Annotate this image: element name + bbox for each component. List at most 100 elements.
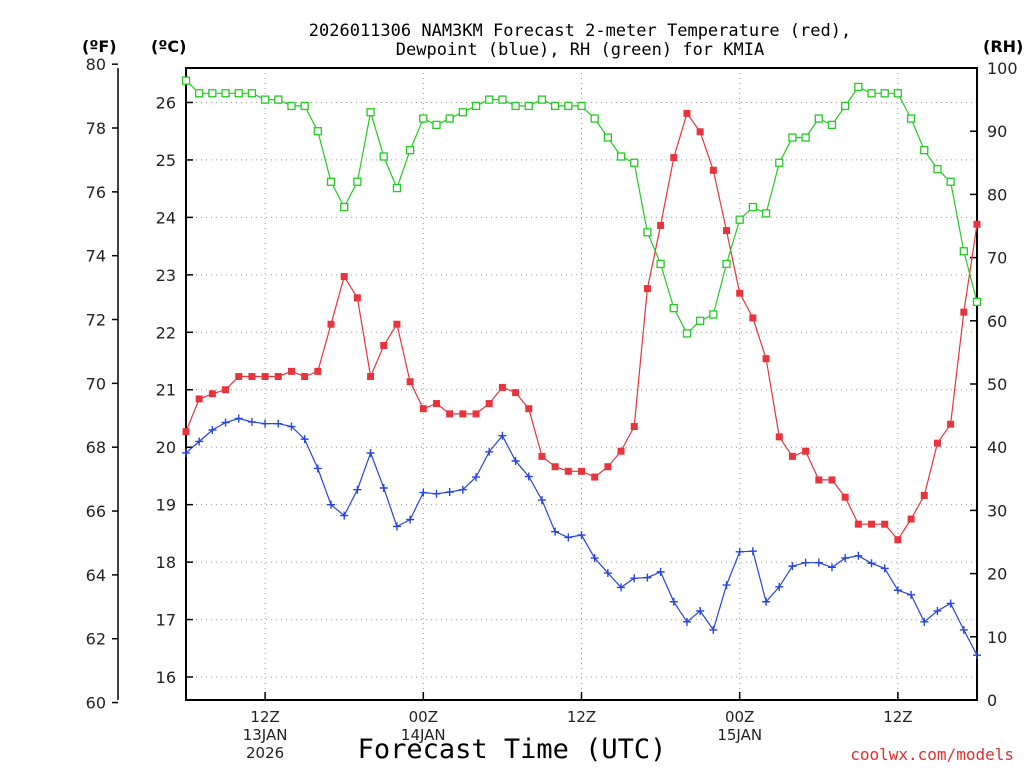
temperature-point: [459, 410, 467, 418]
dewpoint-point: [762, 597, 771, 606]
celsius-tick-label: 25: [156, 151, 176, 170]
time-tick-label: 12Z: [567, 708, 596, 726]
celsius-tick-label: 23: [156, 266, 176, 285]
temperature-point: [894, 536, 902, 544]
temperature-point: [960, 308, 968, 316]
dewpoint-point: [274, 419, 283, 428]
rh-tick-label: 90: [987, 122, 1007, 141]
chart-title-line1: 2026011306 NAM3KM Forecast 2-meter Tempe…: [309, 21, 851, 41]
dewpoint-point: [340, 511, 349, 520]
temperature-point: [947, 420, 955, 428]
dewpoint-point: [524, 472, 533, 481]
dewpoint-point: [814, 558, 823, 567]
dewpoint-point: [682, 617, 691, 626]
temperature-point: [261, 373, 269, 381]
rh-point: [854, 82, 863, 92]
dewpoint-point: [841, 554, 850, 563]
dewpoint-point: [182, 448, 190, 457]
rh-point: [471, 101, 481, 111]
rh-tick-label: 60: [987, 312, 1007, 331]
rh-point: [498, 95, 507, 104]
dewpoint-point: [590, 554, 599, 563]
rh-point: [972, 297, 982, 306]
temperature-point: [301, 373, 309, 381]
rh-point: [814, 114, 823, 123]
celsius-tick-label: 21: [156, 381, 176, 400]
celsius-tick-label: 26: [156, 93, 176, 112]
dewpoint-point: [656, 567, 665, 576]
rh-point: [906, 114, 916, 123]
temperature-point: [498, 383, 506, 391]
temperature-point: [274, 373, 282, 381]
temperature-point: [643, 285, 651, 293]
dewpoint-point: [735, 547, 744, 556]
rh-tick-label: 100: [987, 59, 1018, 78]
fahrenheit-tick-label: 60: [86, 694, 106, 713]
dewpoint-point: [946, 599, 955, 608]
rh-tick-label: 80: [987, 185, 1007, 204]
dewpoint-point: [564, 533, 573, 542]
rh-point: [313, 127, 322, 136]
temperature-point: [327, 320, 335, 328]
dewpoint-point: [775, 582, 784, 591]
temperature-point: [538, 452, 546, 460]
rh-point: [946, 177, 955, 186]
temperature-point: [208, 390, 216, 398]
temperature-point: [881, 520, 889, 528]
temperature-point: [485, 400, 493, 408]
fahrenheit-tick-label: 74: [86, 247, 106, 266]
rh-point: [287, 101, 296, 111]
temperature-point: [314, 367, 322, 375]
rh-point: [234, 89, 243, 98]
temperature-point: [920, 491, 928, 499]
temperature-point: [802, 447, 810, 455]
dewpoint-point: [313, 464, 322, 473]
dewpoint-point: [643, 573, 652, 582]
rh-point: [537, 95, 547, 104]
temperature-point: [406, 378, 414, 386]
temperature-line: [185, 112, 978, 541]
temperature-point: [248, 373, 256, 381]
dewpoint-point: [748, 547, 757, 556]
dewpoint-point: [867, 559, 876, 568]
temperature-point: [749, 314, 757, 322]
celsius-tick-label: 18: [156, 553, 176, 572]
dewpoint-point: [195, 437, 204, 446]
rh-point: [392, 183, 402, 193]
dewpoint-point: [432, 489, 441, 498]
rh-point: [300, 101, 309, 111]
dewpoint-point: [300, 435, 309, 444]
rh-point: [577, 101, 586, 111]
temperature-point: [235, 373, 243, 381]
fahrenheit-tick-label: 62: [86, 630, 106, 649]
temperature-point: [393, 320, 401, 328]
rh-point: [590, 114, 599, 123]
temperature-point: [828, 476, 836, 484]
dewpoint-point: [788, 562, 797, 571]
dewpoint-point: [577, 531, 586, 540]
rh-point: [709, 310, 718, 319]
dewpoint-point: [234, 414, 243, 423]
dewpoint-point: [287, 422, 296, 431]
temperature-point: [736, 289, 744, 297]
dewpoint-point: [920, 617, 929, 626]
axes: 16 17 18 19 20 21 22 23 24 25 26 60 62 64 66 68 70 72 74 76…: [86, 55, 1018, 762]
dewpoint-point: [827, 563, 836, 572]
dewpoint-point: [379, 483, 388, 492]
temperature-point: [182, 428, 190, 436]
rh-point: [181, 76, 191, 85]
temperature-point: [367, 373, 375, 381]
dewpoint-point: [419, 488, 428, 497]
dewpoint-point: [498, 431, 507, 440]
temperature-point: [696, 128, 704, 136]
rh-point: [353, 177, 362, 186]
dewpoint-point: [801, 558, 810, 567]
rh-point: [366, 108, 375, 117]
rh-point: [775, 158, 784, 167]
dewpoint-point: [208, 425, 217, 434]
temperature-point: [775, 433, 783, 441]
rh-point: [432, 120, 441, 130]
dewpoint-point: [406, 515, 415, 524]
time-tick-label: 12Z: [250, 708, 279, 726]
temperature-point: [762, 355, 770, 363]
